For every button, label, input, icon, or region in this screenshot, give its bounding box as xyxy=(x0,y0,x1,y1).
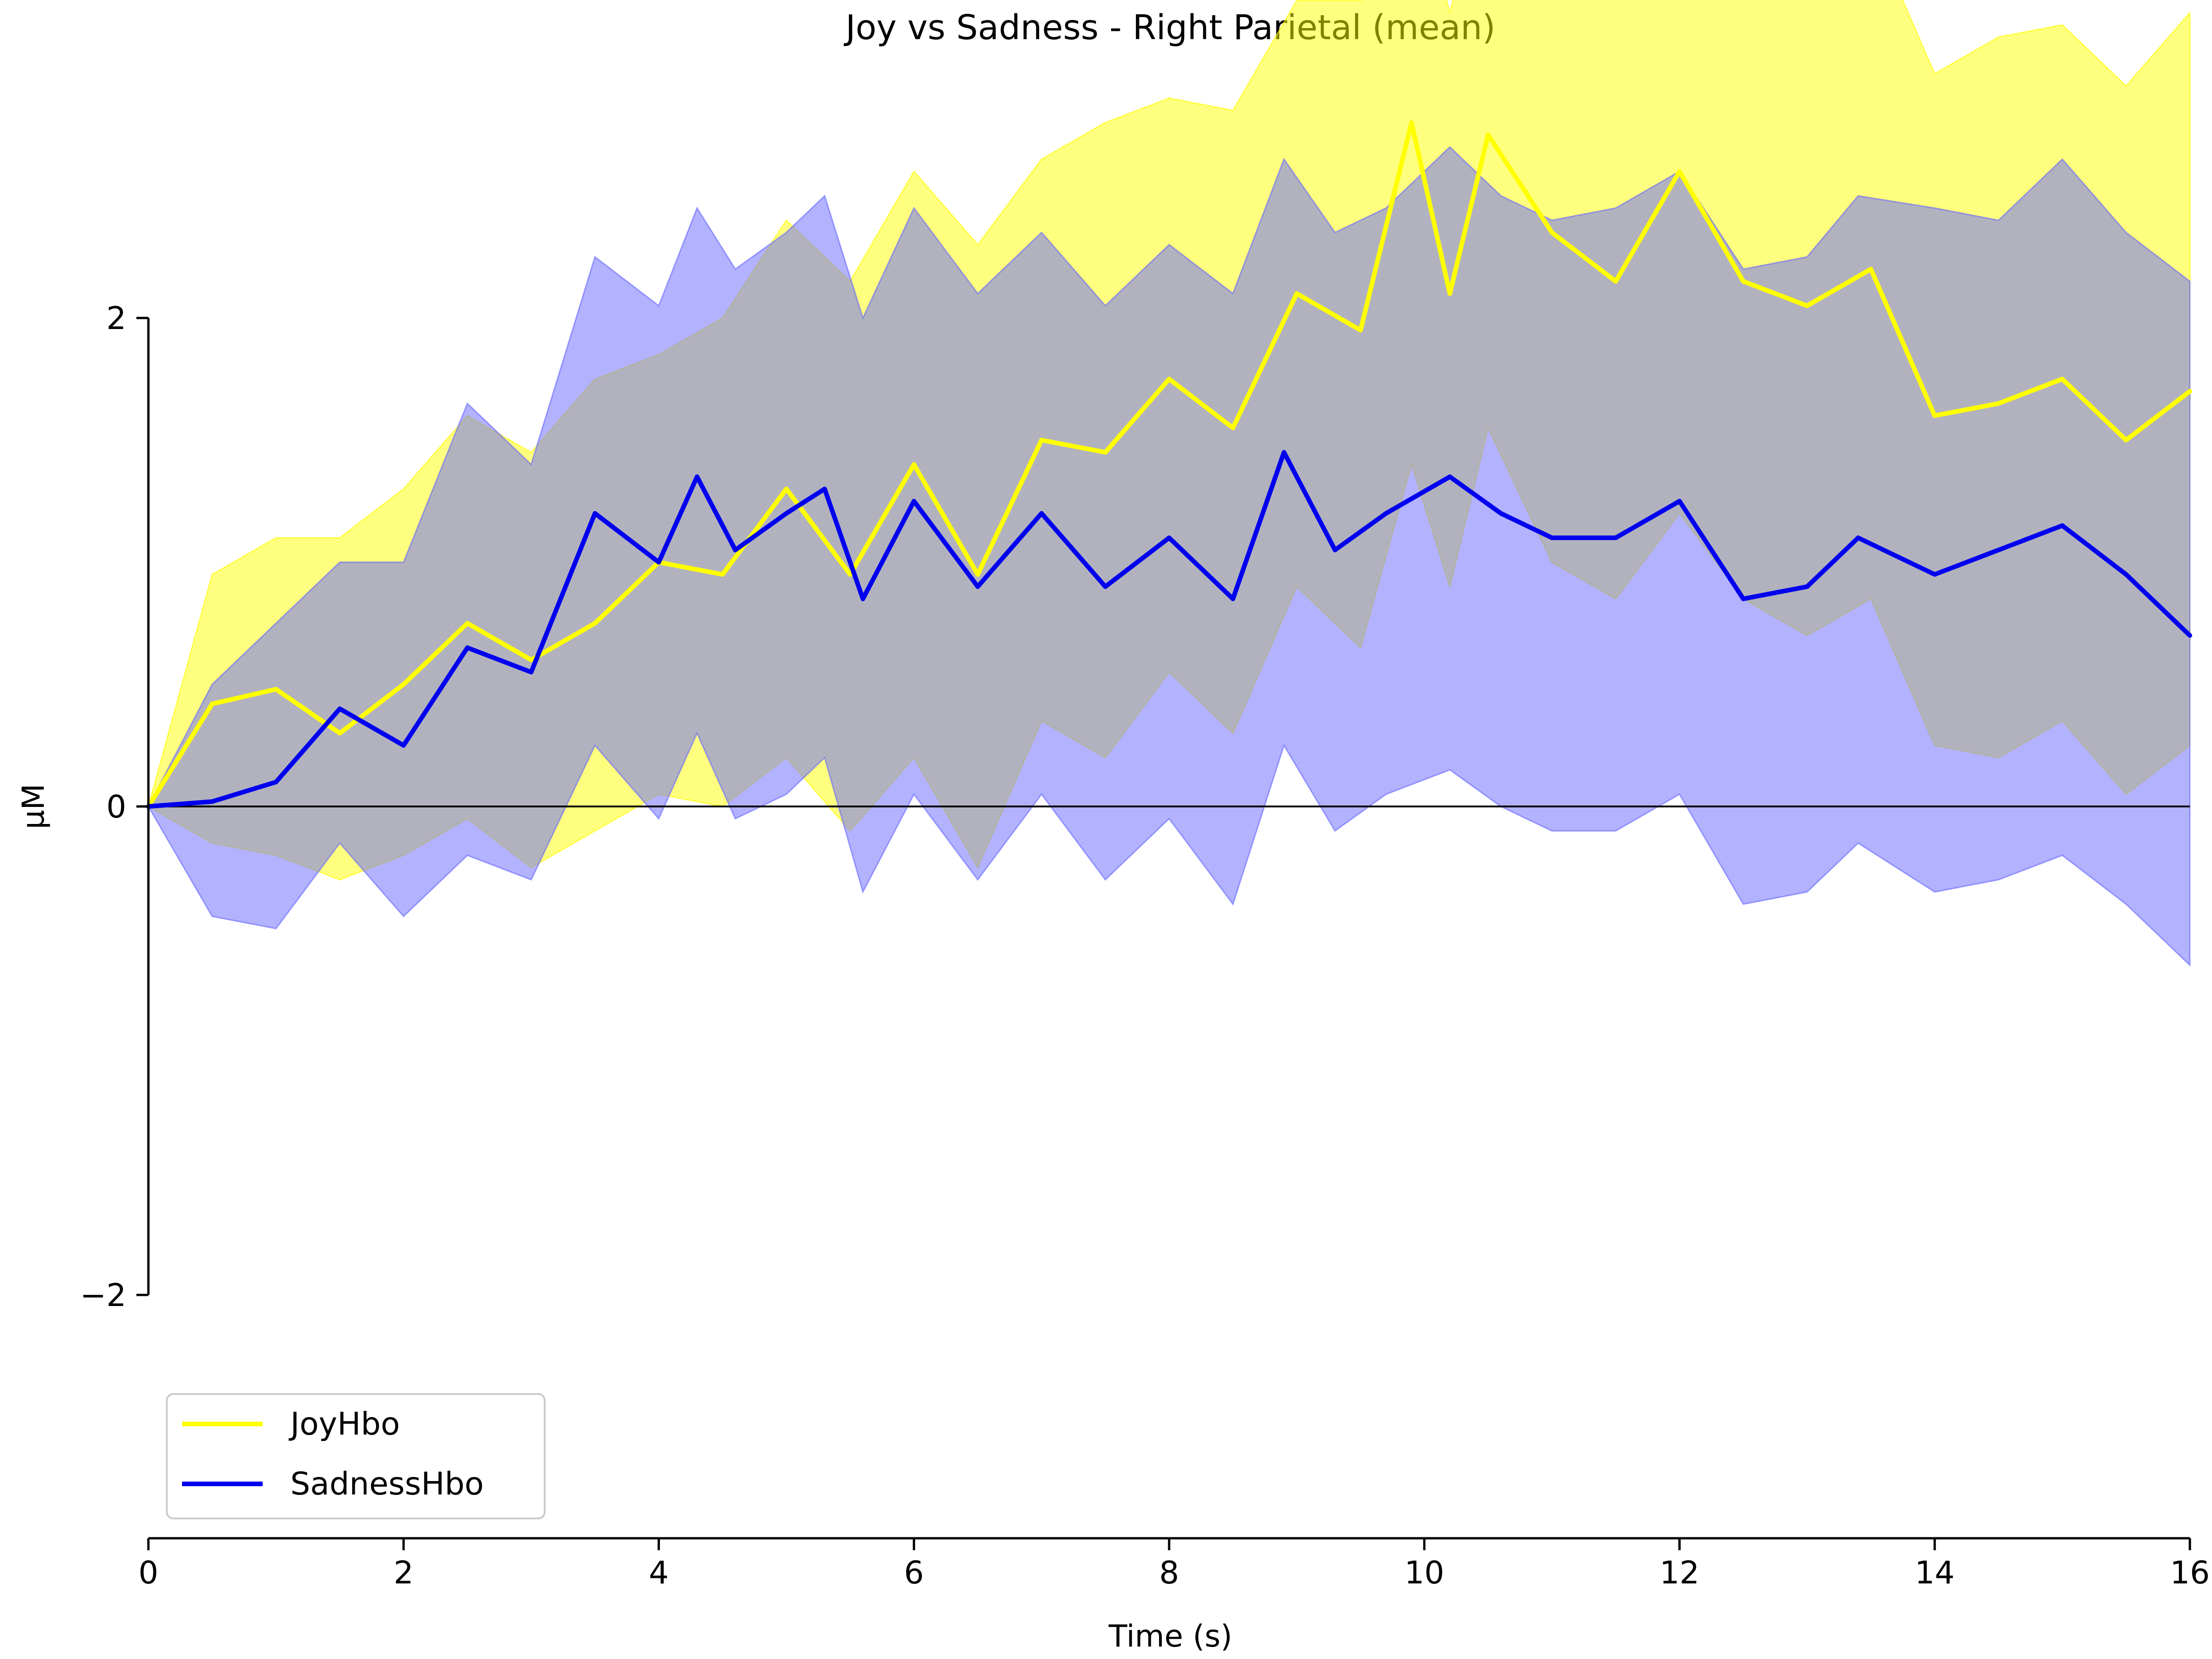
point-joyhbo xyxy=(210,701,215,706)
point-sadnesshbo xyxy=(273,780,278,784)
point-joyhbo xyxy=(1486,132,1491,137)
point-joyhbo xyxy=(720,572,725,577)
point-joyhbo xyxy=(1230,425,1235,430)
x-tick-label: 10 xyxy=(1404,1555,1444,1591)
point-sadnesshbo xyxy=(2124,572,2129,577)
point-sadnesshbo xyxy=(733,547,738,553)
point-joyhbo xyxy=(465,621,470,626)
point-joyhbo xyxy=(1358,328,1363,333)
point-joyhbo xyxy=(1868,267,1873,271)
point-sadnesshbo xyxy=(529,670,534,675)
point-joyhbo xyxy=(1996,401,2001,406)
point-joyhbo xyxy=(1805,303,1810,308)
point-joyhbo xyxy=(1613,279,1618,284)
point-joyhbo xyxy=(337,731,342,735)
point-sadnesshbo xyxy=(1447,474,1453,479)
point-sadnesshbo xyxy=(860,596,865,601)
point-joyhbo xyxy=(975,572,980,577)
point-sadnesshbo xyxy=(2188,633,2192,638)
x-tick-label: 6 xyxy=(904,1555,924,1591)
point-sadnesshbo xyxy=(1549,535,1554,540)
point-sadnesshbo xyxy=(784,511,789,516)
point-joyhbo xyxy=(1294,291,1299,296)
x-tick-label: 4 xyxy=(649,1555,669,1591)
legend-label-sadnesshbo: SadnessHbo xyxy=(290,1466,484,1502)
x-tick-label: 12 xyxy=(1659,1555,1700,1591)
point-joyhbo xyxy=(912,462,917,467)
point-joyhbo xyxy=(784,487,789,491)
point-sadnesshbo xyxy=(1103,584,1108,589)
point-sadnesshbo xyxy=(1039,511,1044,516)
y-axis-label: µM xyxy=(16,784,51,830)
point-sadnesshbo xyxy=(401,743,406,748)
point-sadnesshbo xyxy=(1282,450,1287,455)
x-tick-label: 14 xyxy=(1915,1555,1955,1591)
line-sadnesshbo xyxy=(148,450,2192,809)
point-joyhbo xyxy=(1932,413,1937,418)
point-sadnesshbo xyxy=(593,511,598,516)
point-joyhbo xyxy=(593,621,598,626)
y-tick-label: −2 xyxy=(80,1277,126,1314)
point-joyhbo xyxy=(273,687,278,692)
point-joyhbo xyxy=(2188,389,2192,394)
x-axis-label: Time (s) xyxy=(1108,1618,1232,1654)
x-tick-label: 16 xyxy=(2170,1555,2210,1591)
point-sadnesshbo xyxy=(1230,596,1235,601)
x-axis-ticks: 0 2 4 6 8 10 12 14 16 xyxy=(138,1538,2210,1591)
point-joyhbo xyxy=(529,658,534,662)
point-joyhbo xyxy=(401,682,406,687)
point-joyhbo xyxy=(1167,377,1171,382)
point-sadnesshbo xyxy=(1677,499,1682,504)
point-sadnesshbo xyxy=(465,645,470,650)
point-joyhbo xyxy=(1549,230,1554,235)
point-sadnesshbo xyxy=(2060,523,2065,528)
point-sadnesshbo xyxy=(912,499,917,504)
point-sadnesshbo xyxy=(1932,572,1937,577)
point-joyhbo xyxy=(1447,291,1453,296)
y-tick-label: 2 xyxy=(106,300,126,337)
point-joyhbo xyxy=(1103,450,1108,455)
point-sadnesshbo xyxy=(210,799,215,804)
point-joyhbo xyxy=(1741,279,1746,284)
x-tick-label: 8 xyxy=(1159,1555,1179,1591)
legend-label-joyhbo: JoyHbo xyxy=(288,1406,400,1442)
point-joyhbo xyxy=(847,572,853,577)
legend: JoyHbo SadnessHbo xyxy=(166,1393,546,1519)
band-sadnesshbo xyxy=(147,146,2191,967)
point-sadnesshbo xyxy=(822,487,827,491)
x-tick-label: 2 xyxy=(394,1555,413,1591)
point-sadnesshbo xyxy=(656,560,661,565)
point-sadnesshbo xyxy=(1167,535,1171,540)
point-sadnesshbo xyxy=(1996,547,2001,553)
point-sadnesshbo xyxy=(1613,535,1618,540)
y-axis-ticks: −2 0 2 xyxy=(80,300,148,1314)
point-joyhbo xyxy=(1409,120,1414,125)
confidence-bands xyxy=(147,0,2191,967)
point-sadnesshbo xyxy=(1805,584,1810,589)
point-sadnesshbo xyxy=(1383,511,1388,516)
point-sadnesshbo xyxy=(1332,547,1337,553)
point-sadnesshbo xyxy=(975,584,980,589)
point-sadnesshbo xyxy=(337,706,342,711)
point-sadnesshbo xyxy=(1741,596,1746,601)
series-lines xyxy=(146,120,2192,809)
y-tick-label: 0 xyxy=(106,789,126,825)
point-joyhbo xyxy=(1039,438,1044,442)
point-sadnesshbo xyxy=(694,474,700,479)
point-sadnesshbo xyxy=(1498,511,1503,516)
point-joyhbo xyxy=(2060,377,2065,382)
point-joyhbo xyxy=(1677,169,1682,174)
x-tick-label: 0 xyxy=(138,1555,158,1591)
line-joyhbo xyxy=(146,120,2192,808)
point-sadnesshbo xyxy=(1856,535,1861,540)
point-joyhbo xyxy=(2124,438,2129,442)
